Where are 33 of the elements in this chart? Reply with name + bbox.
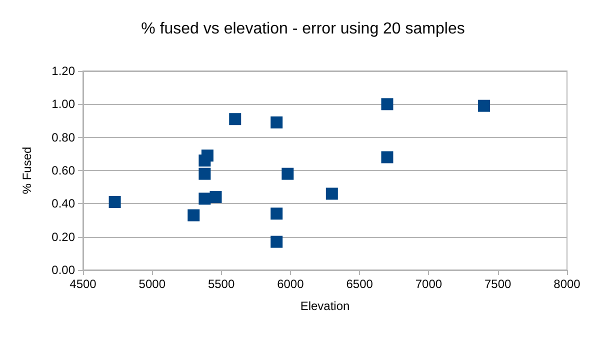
x-tick-label: 5500 xyxy=(208,277,235,291)
point xyxy=(198,168,211,180)
y-axis-title: % Fused xyxy=(20,146,34,194)
point xyxy=(326,188,338,200)
y-tick-label: 1.00 xyxy=(52,97,76,112)
point xyxy=(270,208,283,220)
y-tick-label: 0.20 xyxy=(52,230,76,244)
point xyxy=(270,116,283,128)
x-tick-label: 7500 xyxy=(484,277,512,291)
point xyxy=(210,191,222,204)
point xyxy=(198,192,211,205)
y-tick-label: 0.60 xyxy=(52,164,76,178)
x-tick-label: 6000 xyxy=(277,277,304,291)
point xyxy=(188,209,200,222)
chart-title: % fused vs elevation - error using 20 samples xyxy=(141,20,465,38)
point xyxy=(108,196,121,208)
point xyxy=(381,98,394,110)
point xyxy=(381,151,394,164)
y-tick-label: 0.40 xyxy=(52,196,76,211)
y-tick-label: 0.00 xyxy=(52,263,76,277)
point xyxy=(478,100,490,112)
point xyxy=(270,236,283,248)
x-axis-title: Elevation xyxy=(300,299,350,313)
x-tick-label: 8000 xyxy=(554,277,581,291)
y-tick-label: 0.80 xyxy=(52,130,76,144)
y-tick-label: 1.20 xyxy=(52,64,76,78)
x-tick-label: 6500 xyxy=(346,277,374,291)
point xyxy=(282,168,294,180)
x-tick-label: 7000 xyxy=(415,277,442,291)
point xyxy=(201,150,214,162)
x-tick-label: 4500 xyxy=(70,277,97,291)
x-tick-label: 5000 xyxy=(138,277,166,291)
point xyxy=(229,113,242,126)
